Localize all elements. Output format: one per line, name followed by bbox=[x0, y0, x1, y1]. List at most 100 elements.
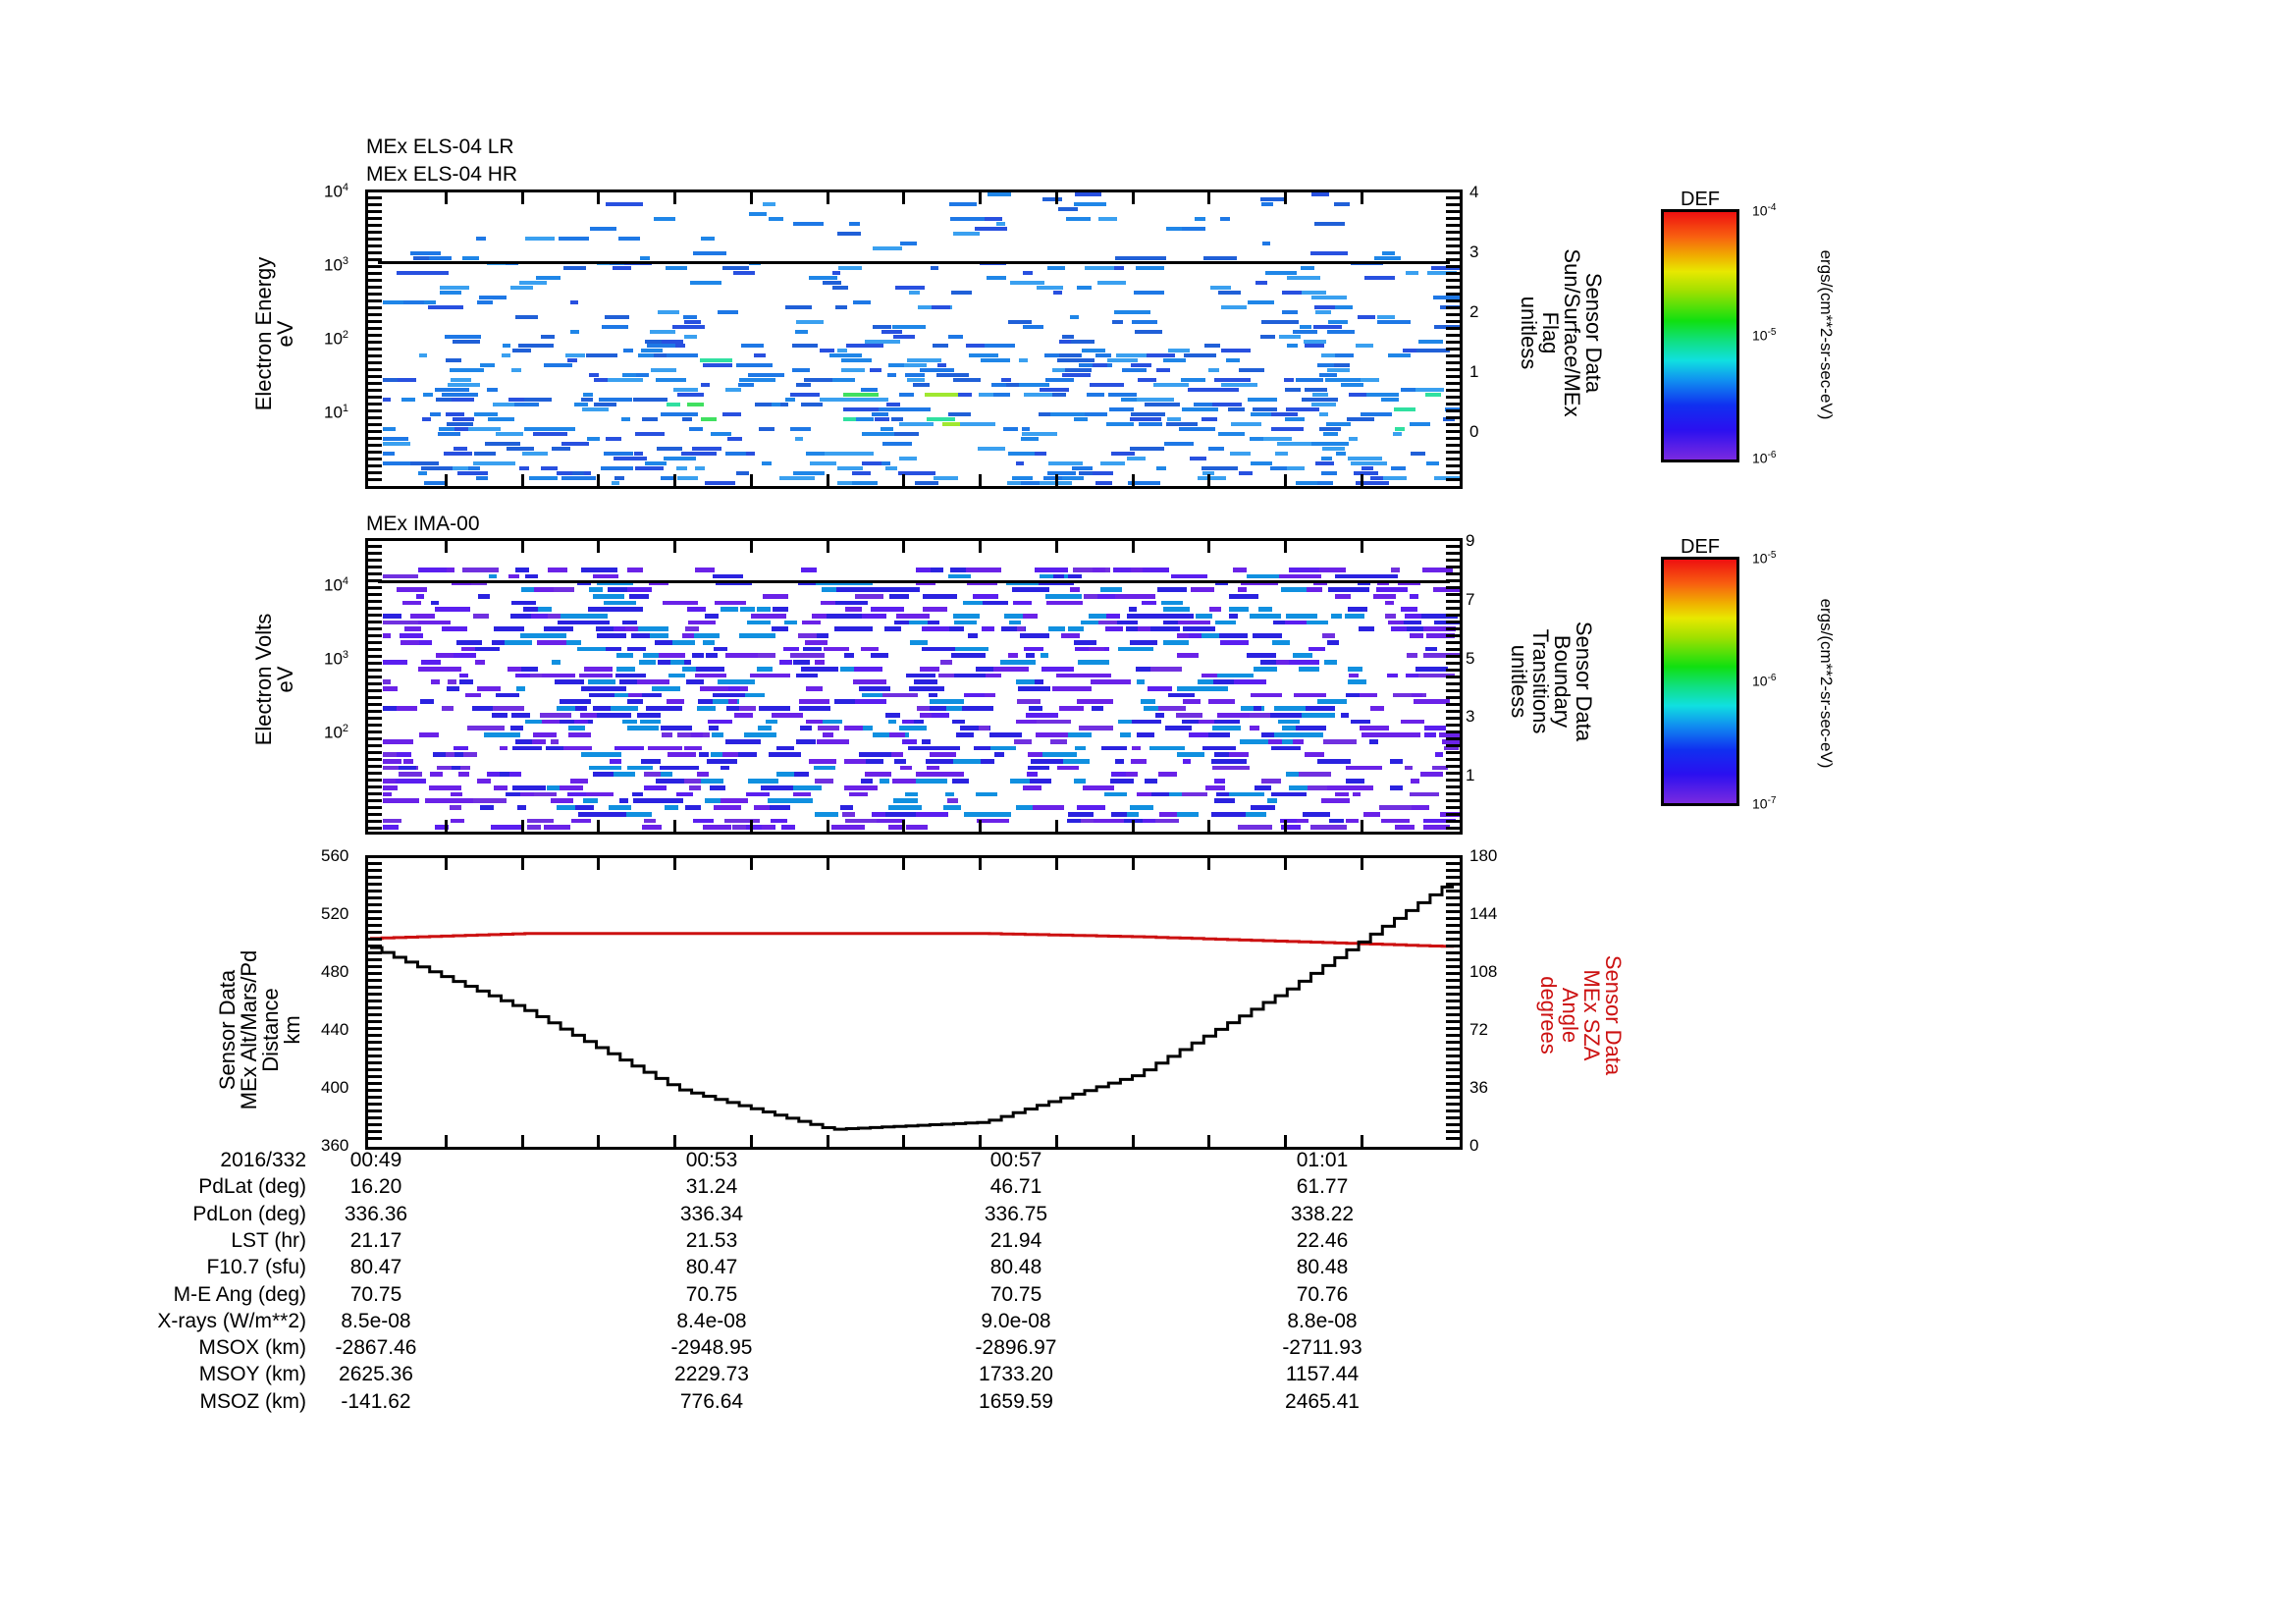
spectrogram-cell bbox=[1079, 726, 1114, 731]
spectrogram-cell bbox=[853, 398, 889, 403]
spectrogram-cell bbox=[615, 607, 644, 612]
spectrogram-cell bbox=[916, 706, 933, 711]
y-tick bbox=[368, 210, 382, 213]
spectrogram-cell bbox=[946, 798, 959, 804]
y-tick bbox=[1446, 621, 1460, 623]
spectrogram-cell bbox=[835, 304, 848, 309]
spectrogram-cell bbox=[1211, 759, 1247, 764]
spectrogram-cell bbox=[582, 798, 599, 804]
spectrogram-cell bbox=[1356, 344, 1373, 349]
spectrogram-cell bbox=[713, 573, 744, 579]
y-tick bbox=[368, 593, 382, 596]
spectrogram-cell bbox=[865, 759, 883, 764]
y-tick bbox=[368, 648, 382, 651]
y-tick bbox=[368, 806, 382, 809]
x-tick bbox=[826, 474, 829, 486]
spectrogram-cell bbox=[646, 344, 680, 349]
spectrogram-cell bbox=[713, 805, 742, 810]
spectrogram-cell bbox=[843, 393, 880, 398]
spectrogram-cell bbox=[1326, 329, 1355, 334]
x-tick bbox=[444, 541, 448, 553]
spectrogram-cell bbox=[1072, 567, 1110, 572]
spectrogram-cell bbox=[641, 825, 662, 830]
spectrogram-cell bbox=[959, 726, 990, 731]
y-tick bbox=[368, 986, 382, 989]
spectrogram-cell bbox=[1035, 567, 1068, 572]
spectrogram-cell bbox=[946, 706, 973, 711]
spectrogram-cell bbox=[1303, 811, 1331, 817]
spectrogram-cell bbox=[979, 726, 989, 731]
x-tick bbox=[1207, 820, 1211, 832]
spectrogram-cell bbox=[1411, 779, 1419, 784]
spectrogram-cell bbox=[675, 466, 688, 471]
spectrogram-cell bbox=[451, 791, 463, 797]
spectrogram-cell bbox=[441, 706, 454, 711]
spectrogram-cell bbox=[642, 692, 662, 698]
spectrogram-cell bbox=[1433, 295, 1460, 299]
spectrogram-cell bbox=[909, 620, 932, 625]
spectrogram-cell bbox=[1065, 216, 1092, 221]
spectrogram-cell bbox=[942, 422, 963, 427]
spectrogram-cell bbox=[1394, 427, 1406, 432]
spectrogram-cell bbox=[776, 772, 803, 778]
spectrogram-cell bbox=[548, 614, 570, 619]
line-plot bbox=[370, 885, 1455, 1131]
spectrogram-cell bbox=[1417, 673, 1456, 678]
spectrogram-cell bbox=[400, 639, 419, 645]
spectrogram-cell bbox=[1015, 679, 1042, 684]
spectrogram-cell bbox=[836, 231, 861, 236]
x-tick bbox=[826, 820, 829, 832]
spectrogram-cell bbox=[619, 798, 628, 804]
spectrogram-cell bbox=[410, 250, 441, 255]
spectrogram-cell bbox=[703, 825, 732, 830]
spectrogram-cell bbox=[383, 620, 420, 625]
spectrogram-cell bbox=[1213, 779, 1225, 784]
y-tick bbox=[368, 703, 382, 706]
x-tick bbox=[1284, 192, 1288, 204]
spectrogram-cell bbox=[1220, 216, 1231, 221]
spectrogram-cell bbox=[885, 712, 900, 718]
spectrogram-cell bbox=[1379, 732, 1402, 737]
spectrogram-cell bbox=[1423, 818, 1456, 824]
panel-middle-title: MEx IMA-00 bbox=[366, 513, 480, 535]
spectrogram-cell bbox=[614, 745, 644, 751]
spectrogram-cell bbox=[724, 653, 760, 659]
spectrogram-cell bbox=[383, 427, 396, 432]
spectrogram-cell bbox=[839, 805, 854, 810]
spectrogram-cell bbox=[754, 353, 767, 358]
spectrogram-cell bbox=[1323, 738, 1358, 744]
spectrogram-cell bbox=[1218, 432, 1245, 437]
spectrogram-cell bbox=[898, 393, 914, 398]
spectrogram-cell bbox=[444, 334, 481, 339]
y-tick bbox=[1446, 258, 1460, 261]
spectrogram-cell bbox=[907, 378, 925, 383]
y-tick bbox=[1446, 464, 1460, 467]
spectrogram-cell bbox=[924, 393, 960, 398]
spectrogram-cell bbox=[1095, 353, 1111, 358]
spectrogram-cell bbox=[957, 393, 973, 398]
spectrogram-cell bbox=[717, 309, 738, 314]
spectrogram-cell bbox=[1181, 791, 1208, 797]
spectrogram-cell bbox=[1261, 241, 1271, 245]
spectrogram-cell bbox=[1334, 363, 1351, 368]
spectrogram-cell bbox=[1101, 745, 1127, 751]
spectrogram-cell bbox=[1183, 699, 1201, 705]
spectrogram-cell bbox=[411, 772, 423, 778]
y-tick bbox=[1446, 210, 1460, 213]
spectrogram-cell bbox=[881, 692, 918, 698]
spectrogram-cell bbox=[614, 457, 648, 461]
spectrogram-cell bbox=[1008, 653, 1019, 659]
middle-left-tick: 104 bbox=[324, 575, 349, 595]
spectrogram-cell bbox=[1320, 798, 1350, 804]
spectrogram-cell bbox=[398, 378, 416, 383]
bottom-left-tick: 440 bbox=[321, 1020, 349, 1039]
spectrogram-cell bbox=[1241, 706, 1265, 711]
spectrogram-cell bbox=[1024, 646, 1044, 652]
spectrogram-cell bbox=[932, 344, 949, 349]
info-row-value: 80.47 bbox=[349, 1256, 402, 1279]
y-tick bbox=[368, 1006, 382, 1009]
spectrogram-cell bbox=[516, 805, 527, 810]
spectrogram-cell bbox=[1259, 660, 1277, 665]
spectrogram-cell bbox=[763, 593, 789, 599]
spectrogram-cell bbox=[898, 726, 927, 731]
